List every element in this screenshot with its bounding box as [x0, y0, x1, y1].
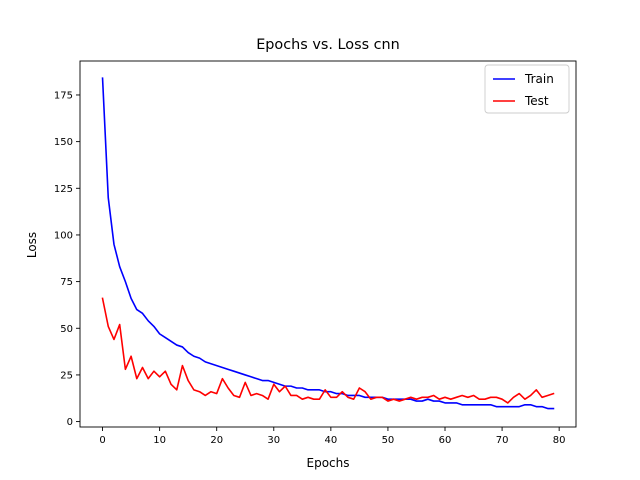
x-tick-label: 40	[324, 435, 337, 446]
y-axis-label: Loss	[25, 232, 39, 258]
chart-title: Epochs vs. Loss cnn	[256, 37, 400, 53]
y-tick-label: 50	[60, 324, 73, 335]
y-tick-label: 0	[67, 417, 73, 428]
y-tick-label: 125	[54, 184, 73, 195]
y-tick-label: 150	[54, 137, 73, 148]
x-tick-label: 50	[382, 435, 395, 446]
x-tick-label: 10	[153, 435, 166, 446]
y-tick-label: 75	[60, 277, 73, 288]
x-axis-label: Epochs	[307, 456, 350, 470]
y-tick-label: 100	[54, 231, 73, 242]
axes-layer: 0 10 20 30 40 50 60 70 80 0 25 50 75 100 125 150 175	[54, 60, 577, 446]
y-tick-label: 25	[60, 371, 73, 382]
series-layer	[101, 77, 555, 410]
series-line-test	[101, 297, 555, 404]
x-tick-label: 70	[496, 435, 509, 446]
plot-frame	[79, 60, 577, 428]
legend-label-train: Train	[524, 72, 554, 86]
y-tick-label: 175	[54, 91, 73, 102]
x-tick-label: 80	[553, 435, 566, 446]
legend-label-test: Test	[524, 94, 549, 108]
legend: Train Test	[484, 64, 570, 114]
x-tick-label: 60	[439, 435, 452, 446]
series-line-train	[101, 77, 555, 410]
x-tick-label: 20	[210, 435, 223, 446]
x-tick-label: 30	[267, 435, 280, 446]
x-tick-label: 0	[99, 435, 105, 446]
